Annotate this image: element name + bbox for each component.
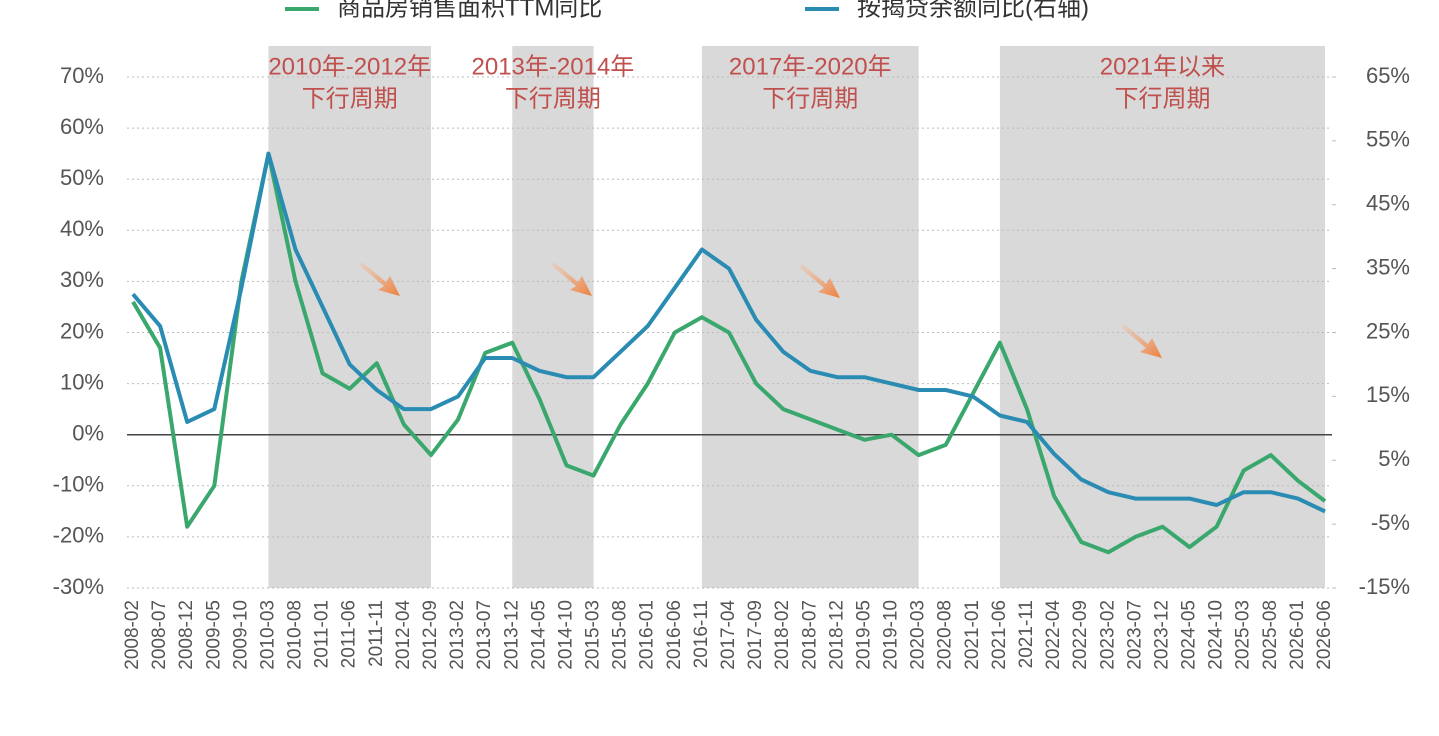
x-tick-label: 2008-07 [149, 600, 170, 670]
shaded-region [512, 46, 594, 588]
arrow-icon [1122, 324, 1162, 358]
region-label: 2010年-2012年 [268, 53, 431, 80]
x-tick-label: 2020-08 [935, 600, 956, 670]
x-tick-label: 2015-08 [610, 600, 631, 670]
x-tick-label: 2020-03 [908, 600, 929, 670]
shaded-region [268, 46, 431, 588]
y2-tick-label: -5% [1371, 510, 1410, 535]
x-tick-label: 2025-03 [1233, 600, 1254, 670]
x-tick-label: 2017-09 [745, 600, 766, 670]
x-tick-label: 2019-10 [881, 600, 902, 670]
y2-tick-label: 45% [1366, 191, 1410, 216]
region-label: 下行周期 [505, 85, 601, 112]
y-tick-label: -30% [53, 574, 104, 599]
x-tick-label: 2025-08 [1260, 600, 1281, 670]
series-line [131, 151, 1326, 514]
arrow-icon [360, 262, 400, 296]
x-tick-label: 2012-09 [420, 600, 441, 670]
y-tick-label: 10% [60, 369, 104, 394]
series-line [131, 151, 1327, 555]
x-tick-label: 2014-10 [555, 600, 576, 670]
y2-tick-label: 5% [1378, 446, 1410, 471]
x-tick-label: 2014-05 [528, 600, 549, 670]
x-tick-label: 2021-01 [962, 600, 983, 670]
lines [131, 151, 1327, 555]
region-label: 2021年以来 [1100, 53, 1225, 80]
x-tick-label: 2018-12 [826, 600, 847, 670]
y2-tick-label: 55% [1366, 127, 1410, 152]
x-tick-label: 2023-12 [1151, 600, 1172, 670]
x-tick-label: 2012-04 [393, 600, 414, 670]
legend-label: 按揭贷余额同比(右轴) [857, 0, 1089, 21]
arrows [360, 262, 1162, 358]
x-tick-label: 2016-11 [691, 600, 712, 668]
y2-tick-label: 15% [1366, 382, 1410, 407]
x-tick-label: 2021-06 [989, 600, 1010, 670]
region-label: 下行周期 [302, 85, 398, 112]
x-tick-label: 2023-02 [1097, 600, 1118, 670]
y-tick-label: -20% [53, 523, 104, 548]
y-tick-label: 0% [72, 421, 104, 446]
region-label: 2017年-2020年 [729, 53, 892, 80]
x-tick-label: 2017-04 [718, 600, 739, 670]
x-tick-label: 2023-07 [1124, 600, 1145, 670]
x-tick-label: 2024-05 [1179, 600, 1200, 670]
legend-label: 商品房销售面积TTM同比 [337, 0, 602, 21]
x-tick-label: 2026-06 [1314, 600, 1335, 670]
region-label: 下行周期 [1114, 85, 1210, 112]
x-tick-label: 2018-07 [799, 600, 820, 670]
x-tick-label: 2022-04 [1043, 600, 1064, 670]
x-tick-label: 2011-01 [312, 600, 333, 668]
y-tick-label: 70% [60, 63, 104, 88]
shaded-region [999, 46, 1325, 588]
x-tick-label: 2022-09 [1070, 600, 1091, 670]
x-tick-label: 2015-03 [583, 600, 604, 670]
arrow-icon [552, 262, 592, 296]
y-tick-label: 30% [60, 267, 104, 292]
y-tick-label: 50% [60, 165, 104, 190]
x-tick-label: 2011-06 [339, 600, 360, 668]
x-tick-label: 2024-10 [1206, 600, 1227, 670]
y-tick-label: 40% [60, 216, 104, 241]
x-tick-label: 2013-02 [447, 600, 468, 670]
x-tick-label: 2026-01 [1287, 600, 1308, 670]
y2-tick-label: 35% [1366, 254, 1410, 279]
x-tick-label: 2008-02 [122, 600, 143, 670]
labels: 2010年-2012年下行周期2013年-2014年下行周期2017年-2020… [53, 0, 1410, 670]
y2-tick-label: 65% [1366, 63, 1410, 88]
x-tick-label: 2010-03 [257, 600, 278, 670]
x-tick-label: 2019-05 [853, 600, 874, 670]
x-tick-label: 2018-02 [772, 600, 793, 670]
x-tick-label: 2010-08 [285, 600, 306, 670]
x-tick-label: 2008-12 [176, 600, 197, 670]
region-label: 2013年-2014年 [472, 53, 635, 80]
x-tick-label: 2013-07 [474, 600, 495, 670]
x-tick-label: 2016-01 [637, 600, 658, 670]
y-tick-label: 20% [60, 318, 104, 343]
region-label: 下行周期 [762, 85, 858, 112]
y2-tick-label: -15% [1359, 574, 1410, 599]
x-tick-label: 2016-06 [664, 600, 685, 670]
x-tick-label: 2009-05 [203, 600, 224, 670]
grid [127, 76, 1336, 589]
arrow-icon [800, 264, 840, 298]
shaded-region [701, 46, 919, 588]
y2-tick-label: 25% [1366, 318, 1410, 343]
y-tick-label: 60% [60, 114, 104, 139]
x-tick-label: 2009-10 [230, 600, 251, 670]
x-tick-label: 2011-11 [366, 600, 387, 667]
x-tick-label: 2021-11 [1016, 600, 1037, 668]
x-tick-label: 2013-12 [501, 600, 522, 670]
y-tick-label: -10% [53, 472, 104, 497]
regions [268, 46, 1325, 588]
